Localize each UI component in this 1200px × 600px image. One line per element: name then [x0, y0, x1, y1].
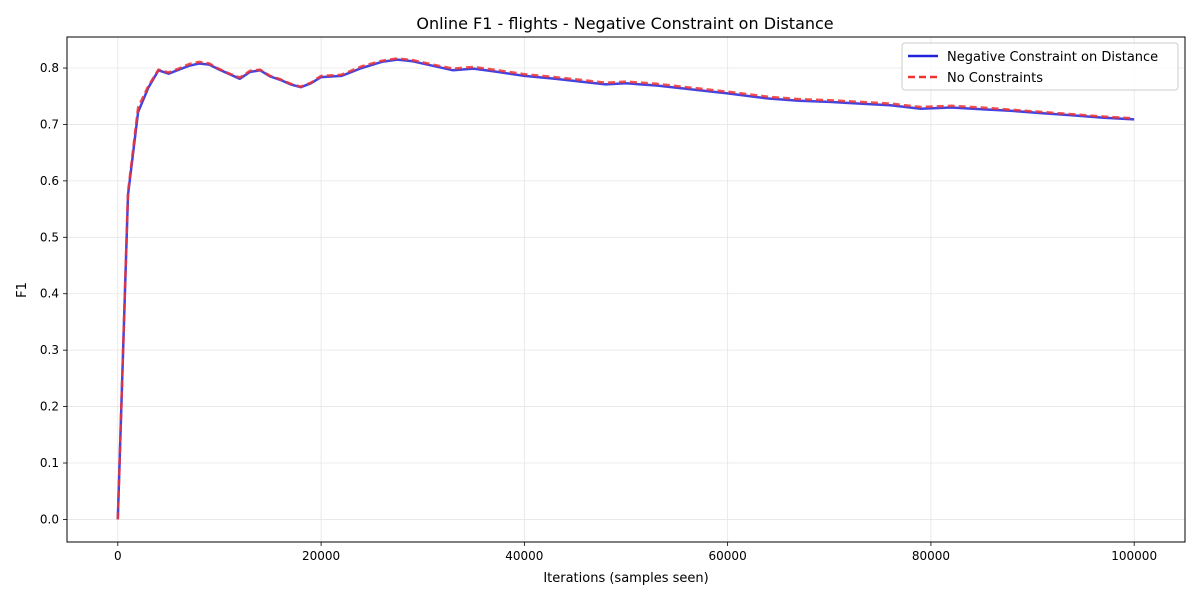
x-tick-label: 40000 [505, 549, 543, 563]
y-axis-label: F1 [15, 282, 30, 298]
grid-layer [67, 37, 1185, 542]
y-tick-label: 0.0 [40, 512, 59, 526]
y-axis: 0.0 0.1 0.2 0.3 0.4 0.5 0.6 0.7 0.8 [40, 61, 67, 526]
y-tick-label: 0.6 [40, 174, 59, 188]
y-tick-label: 0.5 [40, 230, 59, 244]
series-line-1 [116, 58, 1135, 520]
legend-box [901, 42, 1179, 91]
y-tick-label: 0.2 [40, 400, 59, 414]
legend-label-series-1: Negative Constraint on Distance [947, 50, 1158, 65]
y-tick-label: 0.1 [40, 456, 59, 470]
x-tick-label: 0 [114, 549, 122, 563]
series-layer [116, 57, 1135, 520]
y-tick-label: 0.8 [40, 61, 59, 75]
x-axis-label: Iterations (samples seen) [543, 571, 708, 586]
y-tick-label: 0.4 [40, 287, 59, 301]
y-tick-label: 0.3 [40, 343, 59, 357]
x-tick-label: 80000 [912, 549, 950, 563]
chart-title: Online F1 - flights - Negative Constrain… [416, 14, 833, 33]
plot-area-frame [66, 36, 1186, 543]
x-tick-label: 100000 [1111, 549, 1157, 563]
series-line-2 [116, 57, 1135, 520]
y-tick-label: 0.7 [40, 117, 59, 131]
x-tick-label: 60000 [709, 549, 747, 563]
legend: Negative Constraint on Distance No Const… [901, 42, 1179, 91]
x-axis: 0 20000 40000 60000 80000 100000 [114, 542, 1157, 563]
x-tick-label: 20000 [302, 549, 340, 563]
legend-label-series-2: No Constraints [947, 71, 1043, 86]
